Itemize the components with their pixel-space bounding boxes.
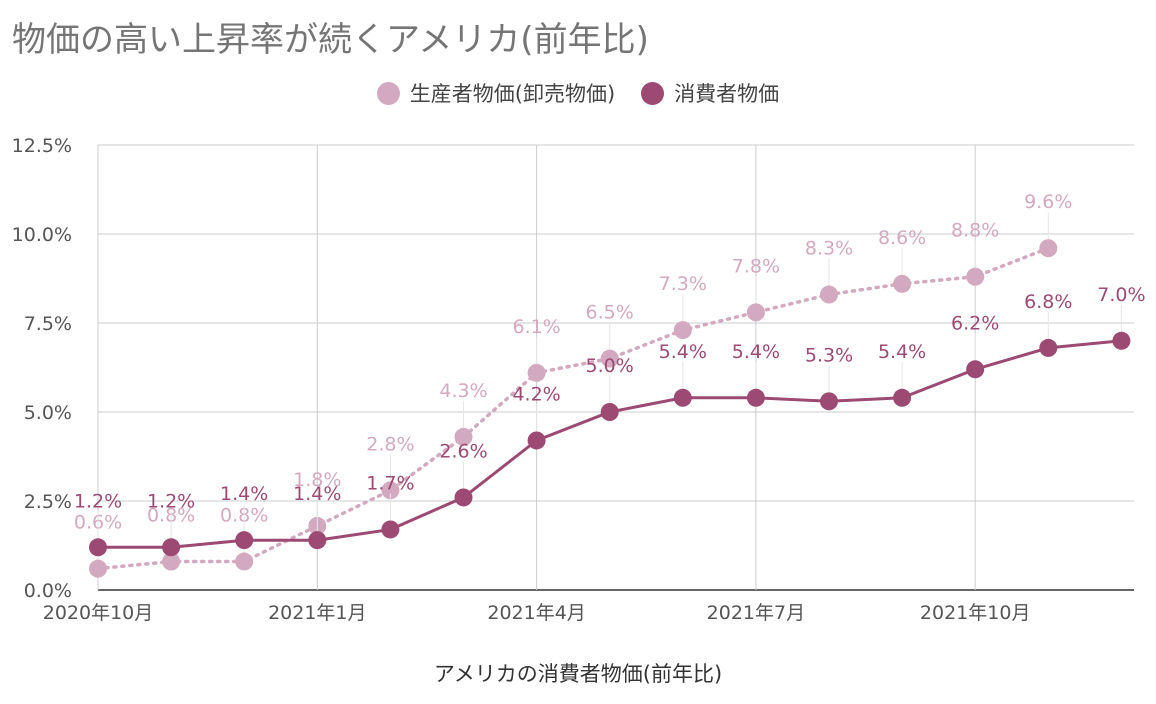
data-point-ppi [966,267,985,286]
data-point-cpi [527,431,546,450]
data-point-cpi [308,531,327,550]
x-axis-title: アメリカの消費者物価(前年比) [433,662,723,686]
data-point-ppi [235,552,254,571]
data-point-ppi [673,321,692,340]
data-label-ppi: 8.8% [951,220,999,242]
data-label-cpi: 6.2% [951,312,999,334]
data-label-ppi: 7.8% [732,255,780,277]
data-point-ppi [162,552,181,571]
data-point-cpi [235,531,254,550]
data-label-ppi: 6.1% [512,316,560,338]
data-point-cpi [454,488,473,507]
data-label-ppi: 8.3% [805,238,853,260]
data-point-ppi [746,303,765,322]
data-point-ppi [381,481,400,500]
data-point-cpi [893,388,912,407]
data-point-cpi [1112,331,1131,350]
y-tick-label: 0.0% [24,580,72,602]
data-label-cpi: 7.0% [1097,284,1145,306]
data-point-cpi [381,520,400,539]
data-point-cpi [1039,338,1058,357]
legend-label-cpi: 消費者物価 [674,82,780,106]
series-line-ppi [96,246,1051,571]
data-label-cpi: 1.2% [147,490,195,512]
data-label-ppi: 2.8% [366,433,414,455]
y-tick-label: 12.5% [12,135,72,157]
legend-swatch-cpi [641,81,665,105]
y-tick-label: 2.5% [24,491,72,513]
data-point-cpi [162,538,181,557]
data-point-ppi [820,285,838,304]
data-point-ppi [600,349,619,368]
data-point-ppi [454,427,473,446]
chart-title: 物価の高い上昇率が続くアメリカ(前年比) [12,20,649,60]
data-label-cpi: 2.6% [439,440,487,462]
legend: 生産者物価(卸売物価) 消費者物価 [0,78,1156,108]
data-label-ppi: 4.3% [439,380,487,402]
data-label-cpi: 6.8% [1024,291,1072,313]
data-label-cpi: 1.4% [220,483,268,505]
data-label-cpi: 1.7% [366,472,414,494]
data-label-cpi: 5.4% [878,341,926,363]
data-point-ppi [89,559,107,578]
data-label-ppi: 6.5% [586,302,634,324]
legend-item-ppi: 生産者物価(卸売物価) [376,78,616,108]
y-tick-label: 7.5% [24,313,72,335]
x-tick-label: 2021年1月 [268,602,366,624]
data-point-cpi [966,360,985,379]
x-tick-label: 2021年4月 [487,602,585,624]
data-point-ppi [893,274,912,293]
data-label-cpi: 1.2% [74,490,122,512]
data-label-cpi: 5.4% [659,341,707,363]
legend-swatch-ppi [376,81,400,105]
legend-label-ppi: 生産者物価(卸売物価) [409,82,616,106]
data-label-cpi: 1.4% [293,483,341,505]
x-tick-label: 2021年7月 [707,602,805,624]
data-label-ppi: 8.6% [878,227,926,249]
data-point-cpi [673,388,692,407]
data-point-cpi [820,392,838,411]
data-point-cpi [600,403,619,421]
data-point-ppi [527,363,546,382]
data-label-ppi: 1.8% [293,469,341,491]
data-label-cpi: 5.0% [586,355,634,377]
x-tick-label: 2021年10月 [920,602,1031,624]
data-point-cpi [746,388,765,407]
x-tick-label: 2020年10月 [43,602,154,624]
y-tick-label: 10.0% [12,224,72,246]
data-point-cpi [89,538,107,557]
data-label-cpi: 5.3% [805,344,853,366]
data-label-cpi: 4.2% [512,383,560,405]
data-label-cpi: 5.4% [732,341,780,363]
y-tick-label: 5.0% [24,402,72,424]
legend-item-cpi: 消費者物価 [641,78,779,108]
data-label-ppi: 7.3% [659,273,707,295]
data-point-ppi [1039,239,1058,258]
data-label-ppi: 9.6% [1024,191,1072,213]
